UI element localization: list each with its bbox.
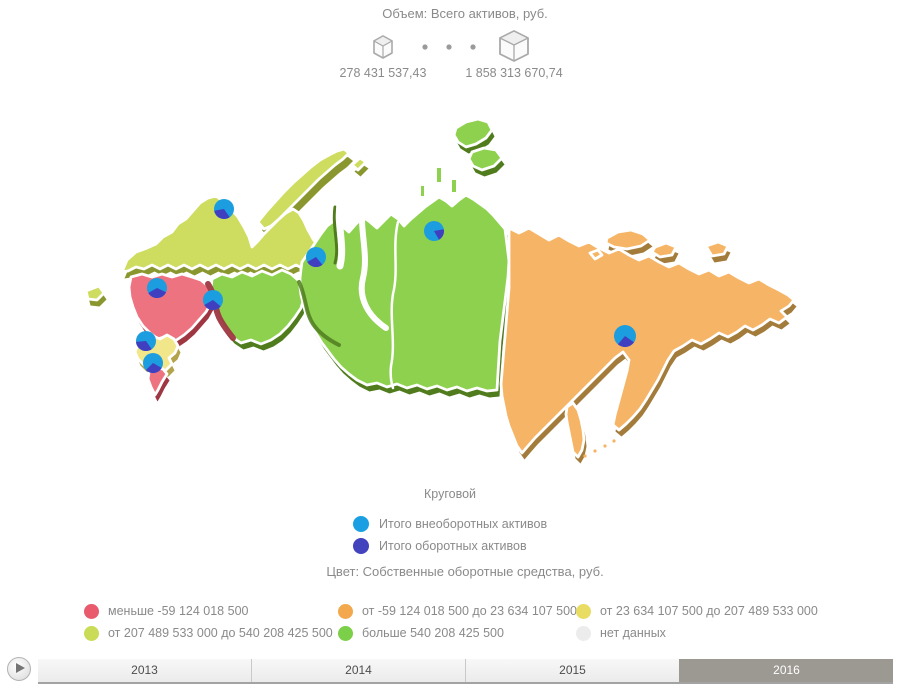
legend-label: Итого внеоборотных активов	[379, 516, 548, 531]
region-far-east[interactable]	[499, 226, 796, 455]
color-legend-item: нет данных	[576, 625, 818, 641]
island-dashes	[421, 168, 616, 458]
pie-legend: Итого внеоборотных активов Итого оборотны…	[353, 515, 547, 559]
play-button[interactable]	[7, 657, 31, 681]
pie-marker[interactable]	[136, 331, 156, 352]
legend-dot-icon	[338, 625, 353, 641]
color-legend: меньше -59 124 018 500 от -59 124 018 500…	[84, 600, 818, 644]
legend-label: от -59 124 018 500 до 23 634 107 500	[362, 604, 578, 618]
timeline-year-2014[interactable]: 2014	[251, 659, 465, 682]
timeline-year-2013[interactable]: 2013	[38, 659, 251, 682]
size-max-value: 1 858 313 670,74	[465, 66, 563, 80]
legend-label: от 207 489 533 000 до 540 208 425 500	[108, 626, 333, 640]
size-measure-title: Объем: Всего активов, руб.	[382, 6, 548, 21]
legend-dot-icon	[338, 603, 353, 619]
legend-label: от 23 634 107 500 до 207 489 533 000	[600, 604, 818, 618]
pie-legend-item: Итого оборотных активов	[353, 537, 547, 554]
pie-markers-layer	[136, 199, 636, 374]
pie-marker[interactable]	[214, 199, 234, 219]
pie-marker[interactable]	[203, 290, 223, 311]
legend-label: меньше -59 124 018 500	[108, 604, 249, 618]
color-legend-item: меньше -59 124 018 500	[84, 603, 338, 619]
color-legend-item: от -59 124 018 500 до 23 634 107 500	[338, 603, 578, 619]
region-urals-siberia[interactable]	[298, 193, 511, 393]
island-sakhalin[interactable]	[564, 401, 586, 459]
pie-legend-item: Итого внеоборотных активов	[353, 515, 547, 532]
timeline: 2013 2014 2015 2016	[38, 659, 893, 684]
legend-dot-icon	[576, 625, 591, 641]
pie-legend-title: Круговой	[423, 487, 477, 501]
color-legend-item: от 207 489 533 000 до 540 208 425 500	[84, 625, 338, 641]
dot-icon	[446, 44, 452, 50]
region-central[interactable]	[127, 272, 214, 343]
island-new-siberian-2[interactable]	[650, 241, 678, 259]
legend-label: больше 540 208 425 500	[362, 626, 504, 640]
pie-marker[interactable]	[614, 325, 636, 347]
size-min-value: 278 431 537,43	[339, 66, 427, 80]
dot-icon	[470, 44, 476, 50]
dot-icon	[422, 44, 428, 50]
pie-marker[interactable]	[147, 278, 167, 299]
legend-dot-icon	[353, 515, 369, 532]
large-cube-icon	[499, 30, 529, 62]
legend-dot-icon	[576, 603, 591, 619]
pie-marker[interactable]	[424, 221, 444, 241]
legend-dot-icon	[84, 625, 99, 641]
timeline-year-2016[interactable]: 2016	[679, 659, 893, 682]
timeline-year-2015[interactable]: 2015	[465, 659, 679, 682]
legend-dot-icon	[353, 537, 369, 554]
small-cube-icon	[373, 35, 393, 59]
color-legend-item: от 23 634 107 500 до 207 489 533 000	[576, 603, 818, 619]
color-legend-item: больше 540 208 425 500	[338, 625, 576, 641]
play-icon	[16, 663, 25, 673]
color-measure-title: Цвет: Собственные оборотные средства, ру…	[326, 564, 604, 579]
pie-marker[interactable]	[306, 247, 326, 268]
size-legend	[373, 30, 529, 62]
legend-dot-icon	[84, 603, 99, 619]
legend-label: нет данных	[600, 626, 666, 640]
pie-marker[interactable]	[143, 353, 163, 374]
island-new-siberian-4[interactable]	[704, 240, 730, 258]
legend-label: Итого оборотных активов	[379, 538, 527, 553]
